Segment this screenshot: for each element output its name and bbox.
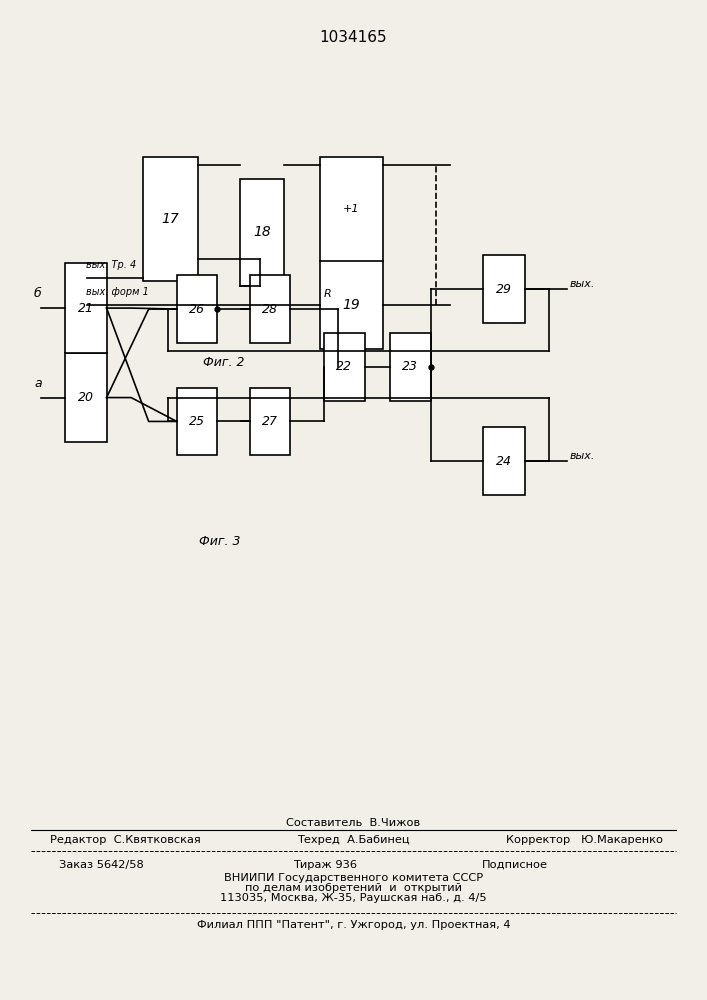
Text: 113035, Москва, Ж-35, Раушская наб., д. 4/5: 113035, Москва, Ж-35, Раушская наб., д. … <box>220 893 487 903</box>
Text: Подписное: Подписное <box>482 860 548 870</box>
Text: 23: 23 <box>402 360 419 373</box>
Bar <box>177 275 218 343</box>
Text: 21: 21 <box>78 302 93 315</box>
Text: вых.: вых. <box>570 279 595 289</box>
Bar <box>390 333 431 401</box>
Bar <box>250 388 291 455</box>
Text: а: а <box>34 377 42 390</box>
Text: 18: 18 <box>253 225 271 239</box>
Text: Техред  А.Бабинец: Техред А.Бабинец <box>297 835 410 845</box>
Bar <box>484 427 525 495</box>
Text: Фиг. 3: Фиг. 3 <box>199 535 241 548</box>
Text: вых. форм 1: вых. форм 1 <box>86 287 148 297</box>
Text: +1: +1 <box>343 204 360 214</box>
Bar <box>177 388 218 455</box>
Text: 29: 29 <box>496 283 513 296</box>
Text: Фиг. 2: Фиг. 2 <box>203 356 245 369</box>
Text: Корректор   Ю.Макаренко: Корректор Ю.Макаренко <box>506 835 663 845</box>
Text: 1034165: 1034165 <box>320 30 387 45</box>
Text: Редактор  С.Квятковская: Редактор С.Квятковская <box>50 835 201 845</box>
Text: Филиал ППП "Патент", г. Ужгород, ул. Проектная, 4: Филиал ППП "Патент", г. Ужгород, ул. Про… <box>197 920 510 930</box>
Bar <box>484 255 525 323</box>
Text: ВНИИПИ Государственного комитета СССР: ВНИИПИ Государственного комитета СССР <box>224 873 483 883</box>
Text: 27: 27 <box>262 415 278 428</box>
Text: 20: 20 <box>78 391 93 404</box>
Text: 24: 24 <box>496 455 513 468</box>
Text: по делам изобретений  и  открытий: по делам изобретений и открытий <box>245 883 462 893</box>
Bar <box>64 263 107 353</box>
Text: 17: 17 <box>161 212 180 226</box>
Text: 19: 19 <box>342 298 361 312</box>
Text: вых. Тр. 4: вых. Тр. 4 <box>86 260 136 270</box>
Text: Составитель  В.Чижов: Составитель В.Чижов <box>286 818 421 828</box>
Text: 26: 26 <box>189 303 205 316</box>
Text: б: б <box>34 287 42 300</box>
Text: 22: 22 <box>337 360 352 373</box>
Text: 25: 25 <box>189 415 205 428</box>
Text: 28: 28 <box>262 303 278 316</box>
Bar <box>240 179 284 286</box>
Bar <box>143 157 198 281</box>
Text: вых.: вых. <box>570 451 595 461</box>
Text: Заказ 5642/58: Заказ 5642/58 <box>59 860 144 870</box>
Bar <box>250 275 291 343</box>
Bar <box>64 353 107 442</box>
Text: R: R <box>324 289 332 299</box>
Text: Тираж 936: Тираж 936 <box>293 860 358 870</box>
Bar <box>320 157 383 349</box>
Bar <box>324 333 365 401</box>
